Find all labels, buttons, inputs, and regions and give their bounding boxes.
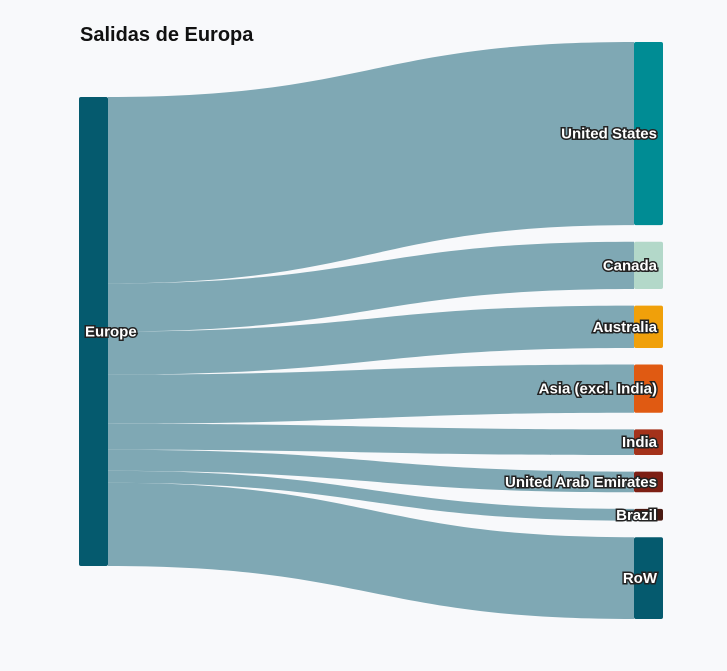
node-label-europe: Europe bbox=[85, 324, 137, 341]
link-united-states bbox=[108, 42, 634, 284]
node-europe bbox=[79, 97, 108, 566]
labels-layer: Europe United States Canada Australia Asia (… bbox=[84, 124, 660, 589]
link-canada bbox=[108, 241, 634, 332]
link-brazil bbox=[108, 470, 634, 521]
node-india bbox=[634, 429, 663, 455]
node-label-india: India bbox=[622, 434, 658, 451]
links-layer bbox=[108, 42, 634, 619]
node-australia bbox=[634, 305, 663, 348]
link-asia-excl-india bbox=[108, 364, 634, 424]
node-label-row: RoW bbox=[623, 570, 658, 587]
node-canada bbox=[634, 241, 663, 289]
link-australia bbox=[108, 305, 634, 375]
link-india bbox=[108, 423, 634, 455]
node-label-asia-excl-india: Asia (excl. India) bbox=[539, 381, 657, 398]
node-label-australia: Australia bbox=[593, 319, 658, 336]
node-asia-excl-india bbox=[634, 364, 663, 413]
node-label-united-arab-emirates: United Arab Emirates bbox=[505, 474, 657, 491]
node-brazil bbox=[634, 508, 663, 521]
chart-title: Salidas de Europa bbox=[80, 24, 254, 46]
nodes-layer bbox=[79, 42, 663, 619]
link-row bbox=[108, 482, 634, 619]
node-row bbox=[634, 537, 663, 619]
node-label-brazil: Brazil bbox=[616, 507, 657, 524]
node-united-states bbox=[634, 42, 663, 226]
node-label-canada: Canada bbox=[603, 257, 658, 274]
link-united-arab-emirates bbox=[108, 449, 634, 493]
node-label-united-states: United States bbox=[561, 126, 657, 143]
node-united-arab-emirates bbox=[634, 471, 663, 493]
